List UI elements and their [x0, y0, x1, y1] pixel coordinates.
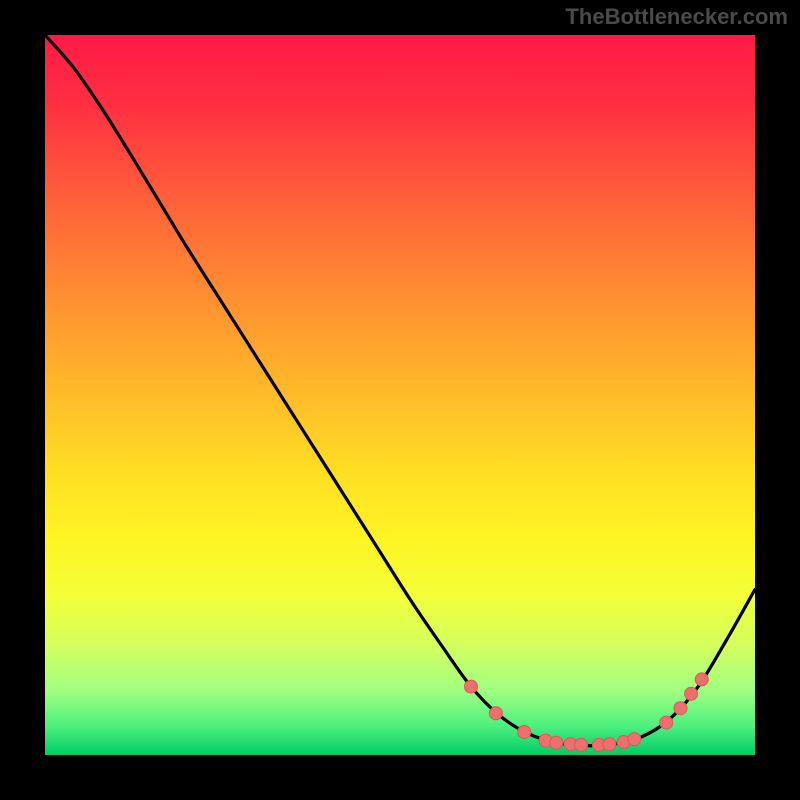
curve-marker — [550, 736, 563, 749]
curve-marker — [603, 738, 616, 751]
curve-marker — [575, 738, 588, 751]
curve-marker — [695, 673, 708, 686]
curve-marker — [465, 680, 478, 693]
gradient-background — [45, 35, 755, 755]
chart-root: TheBottlenecker.com — [0, 0, 800, 800]
chart-svg — [0, 0, 800, 800]
curve-marker — [628, 733, 641, 746]
curve-marker — [489, 707, 502, 720]
curve-marker — [518, 725, 531, 738]
curve-marker — [674, 702, 687, 715]
curve-marker — [685, 687, 698, 700]
curve-marker — [660, 716, 673, 729]
watermark-text: TheBottlenecker.com — [565, 4, 788, 30]
